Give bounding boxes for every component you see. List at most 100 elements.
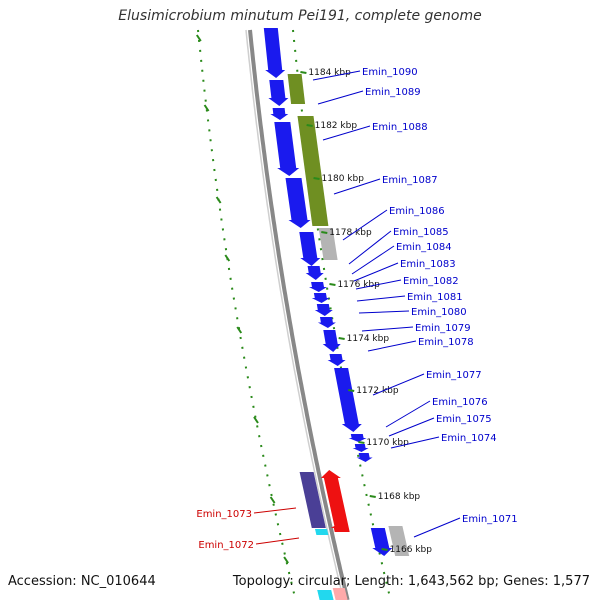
gene-label: Emin_1084 xyxy=(396,242,452,253)
gene-block xyxy=(330,524,347,532)
gene-label-leader xyxy=(255,537,300,545)
gene-block xyxy=(299,472,326,528)
gene-label-leader xyxy=(390,436,440,449)
tick-mark xyxy=(306,124,313,127)
gene-label: Emin_1082 xyxy=(403,276,459,287)
gene-label: Emin_1076 xyxy=(432,397,488,408)
gene-label: Emin_1090 xyxy=(362,67,418,78)
gc-tick-outer xyxy=(224,254,231,262)
gene-block xyxy=(268,80,289,106)
gene-label: Emin_1089 xyxy=(365,87,421,98)
gene-block xyxy=(309,282,327,292)
gc-tick-outer xyxy=(253,416,259,424)
gene-label-leader xyxy=(367,340,417,352)
gene-label: Emin_1073 xyxy=(196,509,252,520)
gc-tick-outer xyxy=(195,34,202,42)
gene-block xyxy=(287,74,306,104)
gene-label: Emin_1071 xyxy=(462,514,518,525)
gc-track-inner xyxy=(292,29,392,600)
gene-block xyxy=(285,178,311,228)
gene-label-leader xyxy=(342,209,388,241)
gene-label-leader xyxy=(333,178,381,195)
gene-label-leader xyxy=(385,400,431,428)
gene-label: Emin_1085 xyxy=(393,227,449,238)
tick-mark xyxy=(321,231,328,234)
gene-label-leader xyxy=(361,326,414,332)
gene-block xyxy=(348,434,367,442)
tick-mark xyxy=(358,441,365,444)
gene-block xyxy=(322,330,341,352)
gene-label-leader xyxy=(355,279,402,290)
gene-label-leader xyxy=(322,125,371,141)
tick-label: 1182 kbp xyxy=(315,121,358,131)
gene-label: Emin_1087 xyxy=(382,175,438,186)
gene-label: Emin_1077 xyxy=(426,370,482,381)
gene-label-leader xyxy=(348,230,392,265)
gene-block xyxy=(320,470,350,532)
gc-track-outer xyxy=(197,29,297,600)
gene-block xyxy=(305,266,324,280)
tick-label: 1172 kbp xyxy=(356,386,399,396)
gene-block xyxy=(270,108,289,120)
tick-label: 1184 kbp xyxy=(308,68,351,78)
gene-block xyxy=(311,293,330,303)
gene-block xyxy=(334,368,362,432)
tick-mark xyxy=(381,548,388,551)
gene-block xyxy=(315,529,329,535)
backbone-line xyxy=(248,29,350,600)
gene-label-leader xyxy=(351,245,395,275)
tick-mark xyxy=(348,389,355,392)
backbone-highlight xyxy=(245,29,345,600)
gene-block xyxy=(352,444,369,452)
tick-label: 1180 kbp xyxy=(322,174,365,184)
gene-label: Emin_1081 xyxy=(407,292,463,303)
tick-label: 1168 kbp xyxy=(378,492,421,502)
gene-block xyxy=(297,116,329,226)
gene-label: Emin_1079 xyxy=(415,323,471,334)
gene-label-leader xyxy=(356,295,406,302)
gene-label-leader xyxy=(312,70,361,81)
gene-label-leader xyxy=(388,417,435,437)
tick-mark xyxy=(329,283,336,286)
gene-block xyxy=(332,588,348,600)
gene-block xyxy=(318,228,338,260)
gene-block xyxy=(356,453,373,462)
tick-label: 1176 kbp xyxy=(337,280,380,290)
gc-tick-outer xyxy=(283,556,289,564)
tick-mark xyxy=(300,71,307,74)
gene-block xyxy=(299,232,321,266)
tick-label: 1166 kbp xyxy=(390,545,433,555)
gene-block xyxy=(317,590,334,600)
gc-tick-outer xyxy=(269,496,276,504)
gene-block xyxy=(263,28,286,78)
gene-label: Emin_1080 xyxy=(411,307,467,318)
gene-label-leader xyxy=(353,262,399,282)
gene-block xyxy=(317,317,336,328)
accession-text: Accession: NC_010644 xyxy=(8,574,156,589)
gene-label: Emin_1074 xyxy=(441,433,497,444)
gene-label: Emin_1088 xyxy=(372,122,428,133)
tick-mark xyxy=(313,177,320,180)
gene-block xyxy=(314,304,333,316)
gene-label-leader xyxy=(317,90,364,105)
gene-label-leader xyxy=(358,310,410,314)
tick-mark xyxy=(369,495,376,498)
genome-summary-text: Topology: circular; Length: 1,643,562 bp… xyxy=(232,574,590,589)
gc-tick-outer xyxy=(236,326,243,334)
gene-block xyxy=(388,526,410,556)
tick-label: 1178 kbp xyxy=(329,228,372,238)
gene-block xyxy=(274,122,300,176)
gene-label: Emin_1086 xyxy=(389,206,445,217)
gene-label-leader xyxy=(253,507,297,514)
gene-label: Emin_1072 xyxy=(198,540,254,551)
gene-label: Emin_1075 xyxy=(436,414,492,425)
gc-tick-outer xyxy=(215,196,222,204)
gene-block xyxy=(327,354,346,366)
gene-label-leader xyxy=(413,517,461,538)
gene-label: Emin_1078 xyxy=(418,337,474,348)
gene-label: Emin_1083 xyxy=(400,259,456,270)
tick-label: 1170 kbp xyxy=(366,438,409,448)
tick-mark xyxy=(338,337,345,340)
